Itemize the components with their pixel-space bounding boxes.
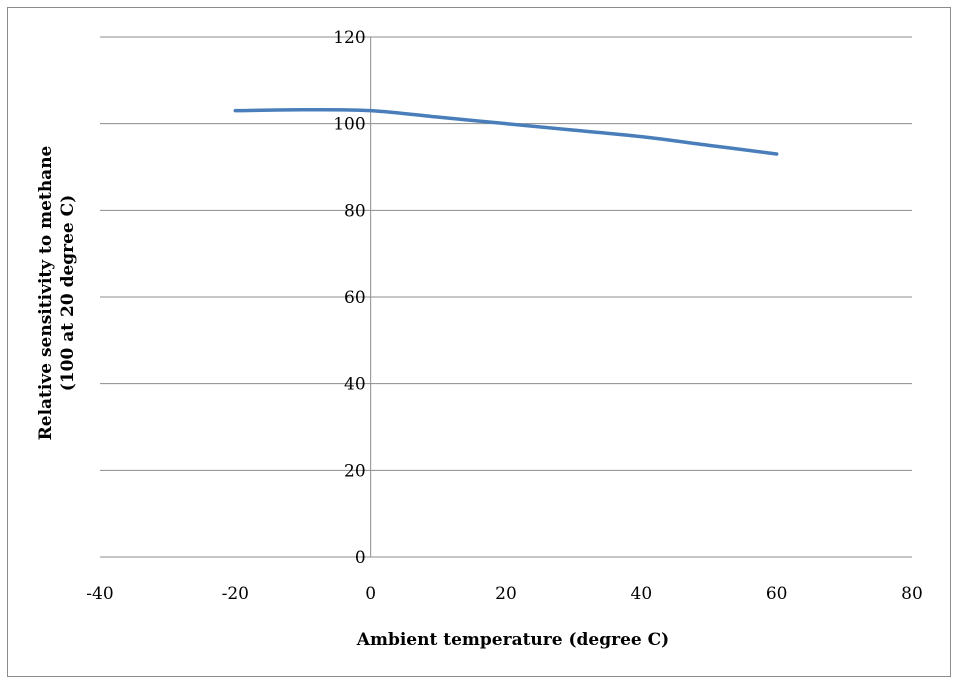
- x-tick-label: 80: [901, 584, 923, 604]
- x-tick-labels: -40 -20 0 20 40 60 80: [86, 584, 923, 604]
- y-tick-label: 80: [344, 201, 366, 221]
- x-axis-title: Ambient temperature (degree C): [356, 630, 669, 650]
- y-tick-label: 0: [355, 548, 366, 568]
- x-tick-label: -20: [222, 584, 249, 604]
- y-tick-label: 100: [333, 115, 365, 135]
- x-tick-label: 0: [365, 584, 376, 604]
- series-line-0: [233, 108, 779, 156]
- y-tick-label: 120: [333, 28, 365, 48]
- y-tick-label: 20: [344, 461, 366, 481]
- chart-frame: 0 20 40 60 80 100 120 -40 -20 0 20 40 60 80 Ambient …: [7, 7, 951, 677]
- x-tick-label: 20: [495, 584, 517, 604]
- x-tick-label: 60: [766, 584, 788, 604]
- x-tick-label: 40: [631, 584, 653, 604]
- y-axis-title-line2: (100 at 20 degree C): [58, 195, 78, 391]
- y-tick-labels: 0 20 40 60 80 100 120: [333, 28, 365, 568]
- y-axis-title-line1: Relative sensitivity to methane: [36, 145, 56, 440]
- y-tick-label: 60: [344, 288, 366, 308]
- line-chart: 0 20 40 60 80 100 120 -40 -20 0 20 40 60 80 Ambient …: [36, 28, 923, 650]
- y-tick-label: 40: [344, 375, 366, 395]
- series-layer: [233, 108, 779, 156]
- x-tick-label: -40: [86, 584, 113, 604]
- grid-lines: [100, 36, 912, 558]
